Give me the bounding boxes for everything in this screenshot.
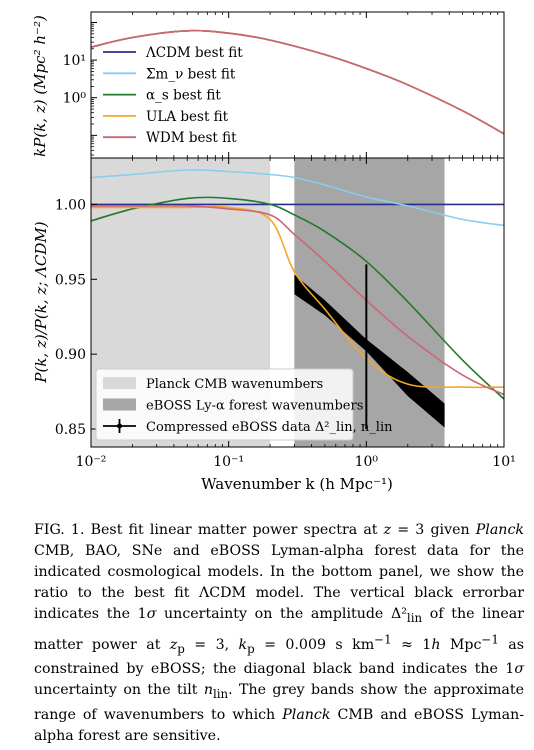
ratio-line-m-best-fit <box>90 169 505 227</box>
bottom-ylabel: P(k, z)/P(k, z; ΛCDM) <box>32 221 50 383</box>
top-ytick-label: 10⁰ <box>63 91 87 107</box>
bottom-panel: 1.00 0.95 0.90 0.85 10⁻² 10⁻¹ 10⁰ 10¹ Planck C… <box>55 12 516 470</box>
ratio-line-s-best-fit <box>90 196 505 400</box>
tilt-uncertainty-band <box>294 274 445 428</box>
figure-caption: FIG. 1. Best fit linear matter power spe… <box>34 520 524 747</box>
bottom-legend-label-planck-cmb-wavenumbers: Planck CMB wavenumbers <box>146 377 323 392</box>
bottom-legend-box <box>95 368 354 441</box>
caption-label: FIG. 1. <box>34 522 85 538</box>
bottom-panel-frame <box>90 157 505 448</box>
top-legend-label-wdm-best-fit: WDM best fit <box>146 130 237 146</box>
top-legend-label-m-best-fit: Σm_ν best fit <box>146 66 236 82</box>
ratio-line-wdm-best-fit <box>90 204 505 396</box>
figure-svg: 10¹ 10⁰ ΛCDM best fit Σm_ν best fit α_s bes… <box>31 11 516 493</box>
xtick-label: 10⁻² <box>76 454 107 470</box>
top-legend-label-s-best-fit: α_s best fit <box>146 88 221 104</box>
bottom-ytick-label: 0.95 <box>55 272 86 288</box>
top-legend-label-ula-best-fit: ULA best fit <box>146 109 229 125</box>
bottom-ytick-label: 1.00 <box>55 197 86 213</box>
bottom-ytick-label: 0.85 <box>55 422 86 438</box>
top-ytick-label: 10¹ <box>63 53 86 69</box>
top-line-wdm-best-fit <box>90 29 505 135</box>
top-legend-label-cdm-best-fit: ΛCDM best fit <box>145 45 243 61</box>
ratio-line-ula-best-fit <box>91 205 505 389</box>
figure: 10¹ 10⁰ ΛCDM best fit Σm_ν best fit α_s bes… <box>31 11 516 493</box>
bottom-legend-swatch-point <box>117 423 122 429</box>
bottom-legend: Planck CMB wavenumbers eBOSS Ly-α forest … <box>95 368 393 441</box>
top-legend: ΛCDM best fit Σm_ν best fit α_s best fit UL… <box>103 45 243 146</box>
top-panel: 10¹ 10⁰ ΛCDM best fit Σm_ν best fit α_s bes… <box>63 11 505 159</box>
bottom-legend-swatch-planck-cmb-wavenumbers <box>103 377 136 389</box>
xtick-label: 10¹ <box>492 454 515 470</box>
amplitude-point <box>363 344 369 350</box>
xtick-label: 10⁰ <box>355 454 379 470</box>
x-axis-label: Wavenumber k (h Mpc⁻¹) <box>201 475 393 493</box>
caption-text: Best fit linear matter power spectra at … <box>34 522 525 745</box>
top-ylabel: kP(k, z) (Mpc² h⁻²) <box>31 15 49 157</box>
bottom-legend-label-eboss-ly-forest-wavenumbers: eBOSS Ly-α forest wavenumbers <box>146 399 363 414</box>
xtick-label: 10⁻¹ <box>213 454 244 470</box>
bottom-legend-swatch-eboss-ly-forest-wavenumbers <box>103 398 136 411</box>
bottom-ytick-label: 0.90 <box>55 347 86 363</box>
bottom-legend-label-compressed-eboss-data-lin-n-lin: Compressed eBOSS data Δ²_lin, n_lin <box>146 420 393 435</box>
